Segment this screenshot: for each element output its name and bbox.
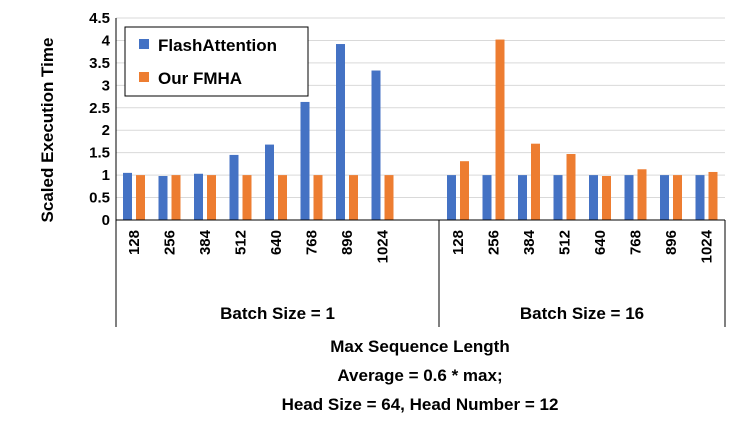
legend-box: [124, 26, 309, 97]
x-tick-label: 896: [663, 230, 680, 255]
x-tick-label: 128: [450, 230, 467, 255]
bar-flashattention: [158, 176, 168, 220]
bar-our-fmha: [495, 39, 505, 221]
bar-our-fmha: [460, 161, 469, 220]
y-tick-label: 0: [102, 212, 110, 229]
axes: [115, 18, 726, 327]
y-tick-label: 2.5: [89, 100, 110, 117]
bar-our-fmha: [384, 175, 394, 220]
y-tick-label: 3: [102, 77, 110, 94]
y-tick-labels: 0 0.5 1 1.5 2 2.5 3 3.5 4 4.5: [89, 10, 111, 229]
x-tick-labels: 128 256 384 512 640 768 896 1024 128 256 384 512 640…: [126, 229, 716, 263]
group-labels: Batch Size = 1 Batch Size = 16: [220, 304, 644, 323]
bar-flashattention: [553, 175, 563, 220]
x-tick-label: 256: [162, 230, 179, 255]
legend-label-our-fmha: Our FMHA: [158, 69, 242, 88]
bar-our-fmha: [602, 176, 611, 220]
y-tick-label: 0.5: [89, 190, 110, 207]
bar-our-fmha: [531, 143, 540, 220]
bar-our-fmha: [313, 175, 323, 220]
bar-flashattention: [300, 101, 310, 220]
group-label: Batch Size = 1: [220, 304, 335, 323]
y-tick-label: 4.5: [89, 10, 110, 27]
y-tick-label: 2: [102, 122, 110, 139]
legend-swatch-our-fmha: [139, 72, 149, 82]
bar-our-fmha: [171, 175, 181, 220]
x-tick-label: 128: [126, 230, 143, 255]
x-tick-label: 640: [268, 230, 285, 255]
x-tick-label: 512: [557, 230, 574, 255]
bar-flashattention: [336, 44, 345, 221]
bar-flashattention: [229, 154, 239, 220]
legend-swatch-flashattention: [139, 39, 149, 49]
x-axis-title: Max Sequence Length: [330, 337, 509, 356]
legend: FlashAttention Our FMHA: [124, 26, 309, 97]
bar-our-fmha: [349, 175, 358, 220]
bar-our-fmha: [708, 171, 718, 220]
legend-label-flashattention: FlashAttention: [158, 36, 277, 55]
y-axis-title: Scaled Execution Time: [38, 38, 57, 223]
x-tick-label: 384: [197, 229, 214, 255]
y-tick-label: 3.5: [89, 55, 110, 72]
bar-flashattention: [194, 173, 203, 220]
bar-our-fmha: [637, 169, 647, 220]
bar-our-fmha: [242, 175, 252, 220]
x-tick-label: 640: [592, 230, 609, 255]
x-tick-label: 1024: [699, 229, 716, 263]
bar-flashattention: [624, 175, 634, 220]
bar-our-fmha: [566, 154, 576, 220]
note-head: Head Size = 64, Head Number = 12: [282, 395, 559, 414]
x-tick-label: 256: [486, 230, 503, 255]
bar-flashattention: [482, 175, 492, 220]
y-tick-label: 1.5: [89, 145, 110, 162]
y-tick-label: 4: [102, 32, 111, 49]
bar-our-fmha: [136, 175, 145, 220]
bar-flashattention: [695, 175, 705, 220]
x-tick-label: 768: [304, 230, 321, 255]
x-tick-label: 1024: [375, 229, 392, 263]
bar-flashattention: [123, 172, 132, 220]
bar-flashattention: [518, 175, 527, 220]
bar-our-fmha: [207, 175, 216, 220]
note-average: Average = 0.6 * max;: [337, 366, 502, 385]
bar-flashattention: [447, 175, 456, 220]
x-tick-label: 768: [628, 230, 645, 255]
x-tick-label: 896: [339, 230, 356, 255]
bar-flashattention: [265, 144, 274, 220]
group-label: Batch Size = 16: [520, 304, 644, 323]
x-tick-label: 384: [521, 229, 538, 255]
bar-our-fmha: [673, 175, 682, 220]
bar-flashattention: [660, 175, 669, 220]
bar-flashattention: [371, 70, 381, 221]
bar-our-fmha: [278, 175, 287, 220]
x-tick-label: 512: [233, 230, 250, 255]
bar-flashattention: [589, 175, 598, 220]
y-tick-label: 1: [102, 167, 110, 184]
bars: [123, 39, 718, 221]
